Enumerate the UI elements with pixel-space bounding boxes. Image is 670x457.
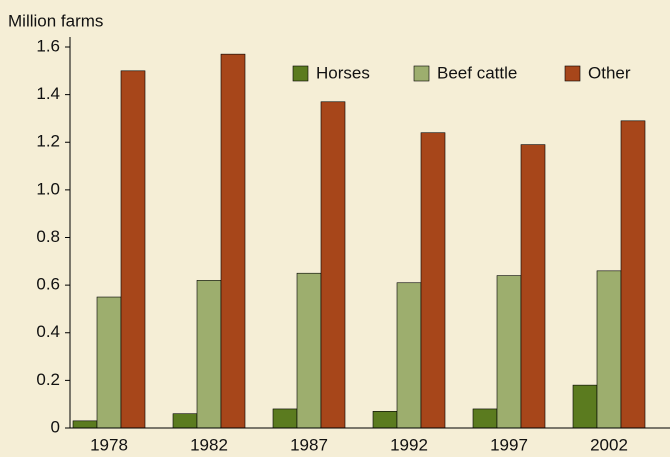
y-tick-label: 0.6 xyxy=(36,275,60,294)
bar xyxy=(396,282,422,429)
legend-label: Beef cattle xyxy=(437,63,517,82)
x-tick-label: 2002 xyxy=(590,435,628,454)
bar xyxy=(420,132,446,429)
bar xyxy=(296,272,322,429)
bar xyxy=(272,408,298,429)
legend-swatch xyxy=(292,65,309,82)
x-tick-label: 1982 xyxy=(190,435,228,454)
y-tick-label: 1.4 xyxy=(36,84,60,103)
bar xyxy=(520,144,546,429)
x-tick-label: 1978 xyxy=(90,435,128,454)
bar xyxy=(320,101,346,429)
y-tick-label: 1.2 xyxy=(36,132,60,151)
x-tick-label: 1997 xyxy=(490,435,528,454)
legend-label: Other xyxy=(588,63,631,82)
bar xyxy=(496,275,522,429)
bar xyxy=(72,420,98,429)
bar xyxy=(96,296,122,429)
bar xyxy=(572,384,598,429)
bar xyxy=(120,70,146,429)
y-tick-label: 1.6 xyxy=(36,36,60,55)
bar xyxy=(172,413,198,429)
y-tick-label: 0.8 xyxy=(36,227,60,246)
bar xyxy=(472,408,498,429)
x-tick-label: 1992 xyxy=(390,435,428,454)
y-tick-label: 0 xyxy=(51,417,60,436)
legend-swatch xyxy=(413,65,430,82)
legend-swatch xyxy=(564,65,581,82)
y-tick-label: 0.4 xyxy=(36,322,60,341)
y-tick-label: 1.0 xyxy=(36,179,60,198)
x-tick-label: 1987 xyxy=(290,435,328,454)
legend-label: Horses xyxy=(316,63,370,82)
bar xyxy=(196,280,222,429)
y-axis-label: Million farms xyxy=(8,11,103,30)
bar xyxy=(220,53,246,429)
bar xyxy=(372,411,398,429)
bar xyxy=(596,270,622,429)
bar xyxy=(620,120,646,429)
y-tick-label: 0.2 xyxy=(36,370,60,389)
